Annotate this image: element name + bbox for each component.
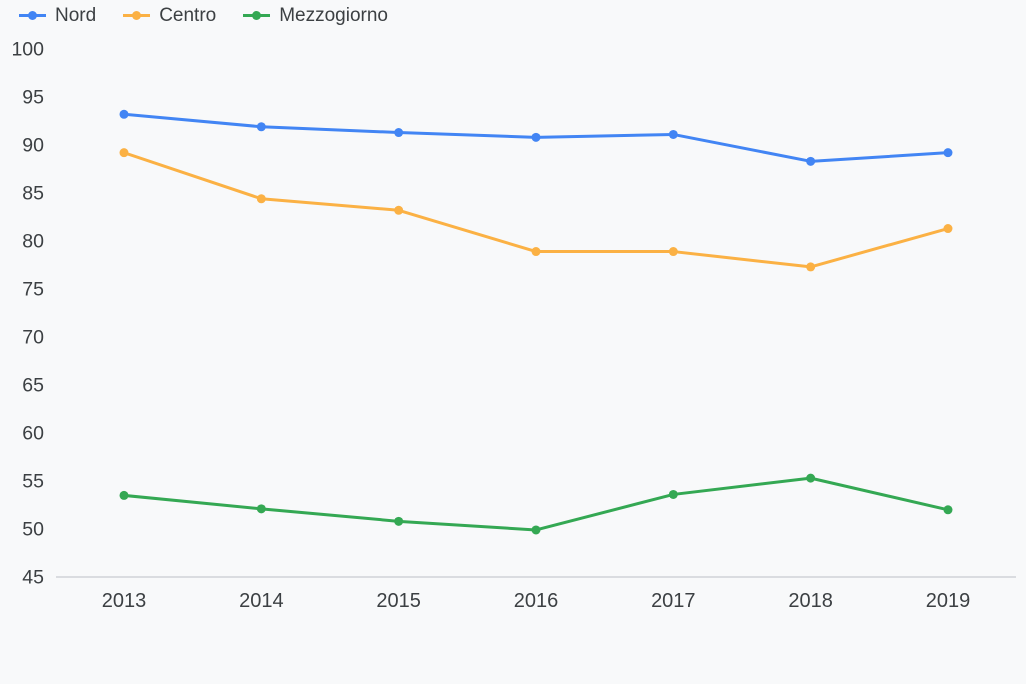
data-point-nord-2018 — [806, 156, 816, 166]
data-point-mezzogiorno-2019 — [943, 505, 953, 515]
y-axis-tick-label: 65 — [22, 375, 44, 397]
x-axis-tick-label: 2017 — [651, 590, 696, 612]
data-point-nord-2015 — [394, 128, 404, 138]
y-axis-tick-label: 100 — [11, 39, 44, 61]
data-point-nord-2013 — [119, 109, 129, 119]
legend-item-mezzogiorno[interactable]: Mezzogiorno — [243, 6, 388, 25]
data-point-centro-2013 — [119, 148, 129, 158]
y-axis-tick-label: 95 — [22, 87, 44, 109]
x-axis-tick-label: 2015 — [376, 590, 421, 612]
data-point-mezzogiorno-2014 — [256, 504, 266, 514]
legend-label: Centro — [159, 5, 217, 26]
data-point-nord-2014 — [256, 122, 266, 132]
data-point-mezzogiorno-2016 — [531, 525, 541, 535]
legend-label: Mezzogiorno — [279, 5, 388, 26]
y-axis-tick-label: 75 — [22, 279, 44, 301]
y-axis-tick-label: 80 — [22, 231, 44, 253]
nord-series-marker-icon — [19, 11, 46, 20]
legend-item-nord[interactable]: Nord — [19, 6, 96, 25]
y-axis-tick-label: 70 — [22, 327, 44, 349]
legend-item-centro[interactable]: Centro — [123, 6, 216, 25]
y-axis-tick-label: 60 — [22, 423, 44, 445]
data-point-nord-2019 — [943, 148, 953, 158]
data-point-centro-2019 — [943, 224, 953, 234]
centro-series-marker-icon — [123, 11, 151, 20]
mezzogiorno-series-marker-icon — [243, 11, 271, 20]
data-point-mezzogiorno-2017 — [668, 489, 678, 499]
data-point-mezzogiorno-2015 — [394, 516, 404, 526]
data-point-nord-2017 — [668, 129, 678, 139]
chart-legend: Nord Centro Mezzogiorno — [19, 6, 388, 25]
y-axis-tick-label: 85 — [22, 183, 44, 205]
data-point-centro-2016 — [531, 247, 541, 257]
data-point-mezzogiorno-2013 — [119, 490, 129, 500]
y-axis-tick-label: 55 — [22, 471, 44, 493]
x-axis-tick-label: 2014 — [239, 590, 284, 612]
y-axis-tick-label: 45 — [22, 567, 44, 589]
series-line-mezzogiorno — [122, 476, 950, 532]
data-point-nord-2016 — [531, 132, 541, 142]
data-point-mezzogiorno-2018 — [806, 473, 816, 483]
legend-label: Nord — [55, 5, 97, 26]
data-point-centro-2015 — [394, 205, 404, 215]
x-axis-tick-label: 2013 — [102, 590, 147, 612]
x-axis-tick-label: 2016 — [514, 590, 559, 612]
x-axis-tick-label: 2018 — [788, 590, 833, 612]
data-point-centro-2018 — [806, 262, 816, 272]
data-point-centro-2014 — [256, 194, 266, 204]
x-axis-tick-label: 2019 — [926, 590, 971, 612]
y-axis-tick-label: 90 — [22, 135, 44, 157]
data-point-centro-2017 — [668, 247, 678, 257]
y-axis-tick-label: 50 — [22, 519, 44, 541]
